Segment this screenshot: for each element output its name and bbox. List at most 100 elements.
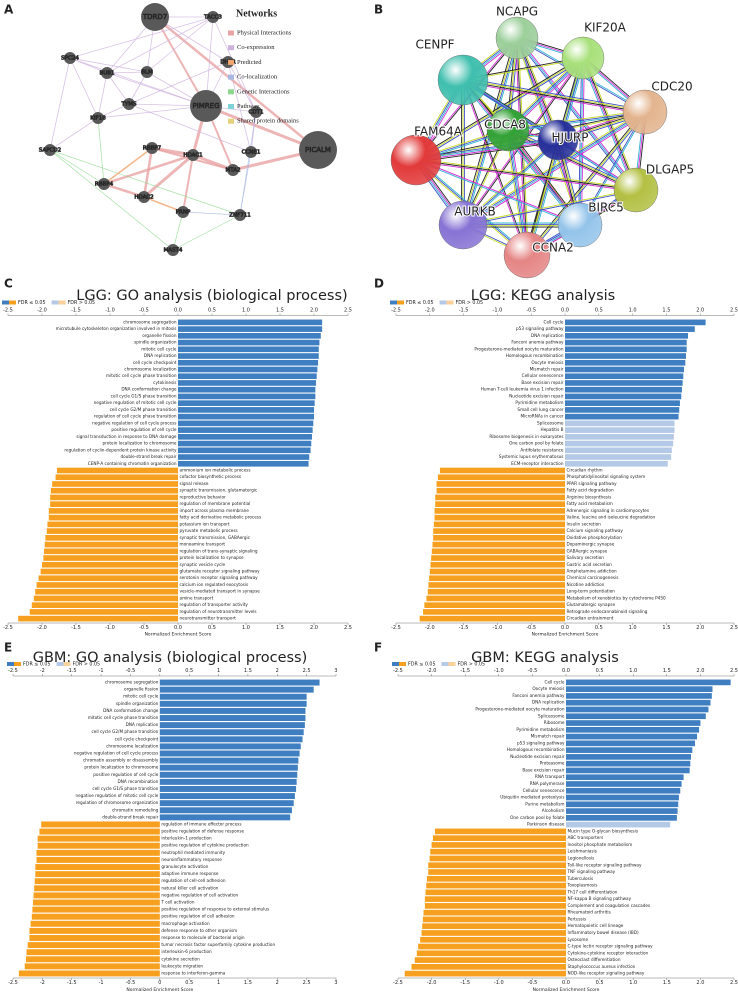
legend-swatch xyxy=(441,662,449,666)
bar-label: chromosome localization xyxy=(106,743,159,748)
network-node xyxy=(141,3,169,31)
node-label: KIF18 xyxy=(90,116,106,122)
bar xyxy=(178,380,317,386)
x-tick-label: 2.5 xyxy=(730,625,738,631)
bar-label: NOD-like receptor signaling pathway xyxy=(568,971,645,976)
x-tick-label: 0.5 xyxy=(185,980,193,986)
network-edge xyxy=(182,154,194,213)
network-edge xyxy=(143,153,194,199)
network-edge xyxy=(106,16,214,74)
x-tick-label: 3 xyxy=(334,980,337,986)
bar-label: Retrograde endocannabinoid signaling xyxy=(567,609,648,614)
bar xyxy=(36,849,160,856)
network-node xyxy=(44,144,56,156)
bar xyxy=(566,808,678,814)
x-tick-label: 0 xyxy=(158,668,161,674)
legend-swatch xyxy=(58,300,66,305)
x-tick-label: 0.5 xyxy=(208,308,216,314)
network-edge xyxy=(128,71,148,105)
bar xyxy=(566,767,690,774)
bar xyxy=(36,856,160,863)
bar-label: calcium ion regulated exocytosis xyxy=(180,582,249,587)
bar-label: positive regulation of cell adhesion xyxy=(161,914,235,919)
network-edge xyxy=(461,81,579,227)
bar-label: ABC transporters xyxy=(568,835,604,840)
chart-title: GBM: KEGG analysis xyxy=(471,650,619,666)
bar xyxy=(420,936,566,943)
bar xyxy=(159,686,314,693)
bar-label: spindle organization xyxy=(134,340,177,345)
bar-label: DNA replication xyxy=(144,353,177,358)
bar-label: Inositol phosphate metabolism xyxy=(568,842,633,847)
node-label: CCNA2 xyxy=(532,241,574,255)
bar xyxy=(432,541,565,548)
network-edge xyxy=(69,57,99,119)
bar xyxy=(422,923,566,930)
bar-label: potassium ion transport xyxy=(180,521,230,526)
network-edge xyxy=(463,78,646,112)
bar-label: glutamate receptor signaling pathway xyxy=(180,569,261,574)
legend-swatch xyxy=(228,45,234,51)
bar-label: Homologous recombination xyxy=(507,747,565,752)
bar-label: CENP-A containing chromatin organization xyxy=(88,461,177,466)
bar xyxy=(34,885,160,892)
legend-swatch xyxy=(228,89,234,95)
network-edge xyxy=(415,56,583,160)
legend-label: Co-expression xyxy=(237,44,275,51)
x-tick-label: -1 xyxy=(99,668,104,674)
bar xyxy=(566,699,711,706)
bar-label: GABAergic synapse xyxy=(567,548,608,553)
x-tick-label: -0.5 xyxy=(526,308,536,314)
bar-label: cell cycle G1/S phase transition xyxy=(92,786,158,791)
network-edge xyxy=(462,80,645,114)
bar-label: Mucin type O-glycan biosynthesis xyxy=(568,828,639,833)
x-tick-label: -0.5 xyxy=(139,625,149,631)
x-tick-label: 1.5 xyxy=(244,668,252,674)
bar xyxy=(566,733,698,740)
bar xyxy=(178,454,310,460)
bar-label: positive regulation of cytokine producti… xyxy=(161,843,249,848)
bar xyxy=(159,778,297,785)
node-label: BLM xyxy=(141,70,153,76)
x-tick-label: 2.0 xyxy=(696,980,704,986)
bar-label: negative regulation of cell activation xyxy=(161,892,238,897)
bar-label: interleukin-6 production xyxy=(161,949,212,954)
bar-label: Cellular senescence xyxy=(522,373,564,378)
x-tick-label: 0.5 xyxy=(185,668,193,674)
bar-label: DNA replication xyxy=(531,333,564,338)
legend-label: Predicted xyxy=(237,59,262,66)
bar xyxy=(178,366,318,373)
bar-label: synaptic vesicle cycle xyxy=(180,562,226,567)
network-node xyxy=(622,89,668,135)
network-edge xyxy=(143,196,184,213)
x-tick-label: -1.5 xyxy=(71,625,81,631)
network-edge xyxy=(462,188,636,225)
bar xyxy=(159,750,300,757)
bar xyxy=(44,541,178,548)
network-node xyxy=(486,108,530,152)
bar xyxy=(178,447,311,454)
legend-title: Networks xyxy=(236,8,277,19)
x-tick-label: 1 xyxy=(217,980,220,986)
bar-label: Complement and coagulation cascades xyxy=(568,903,651,908)
x-tick-label: -2.0 xyxy=(37,625,47,631)
bar xyxy=(38,575,178,582)
node-label: DLGAP5 xyxy=(646,163,694,177)
bar-label: mitotic cell cycle phase transition xyxy=(88,715,159,720)
x-tick-label: 2.5 xyxy=(730,668,738,674)
bar xyxy=(159,800,294,807)
network-edge xyxy=(182,211,241,216)
bar xyxy=(159,693,307,700)
bar-label: negative regulation of mitotic cell cycl… xyxy=(94,400,177,405)
bar-label: Toxoplasmosis xyxy=(567,883,598,888)
legend-label: Physical Interactions xyxy=(237,29,292,36)
panel-label: D xyxy=(374,277,384,291)
bar xyxy=(434,828,566,835)
bar xyxy=(565,413,679,420)
bar xyxy=(159,814,291,821)
bar xyxy=(565,373,684,380)
x-tick-label: 1.0 xyxy=(629,668,637,674)
bar-label: DNA replication xyxy=(532,700,565,705)
x-tick-label: -2.5 xyxy=(3,308,13,314)
network-edge xyxy=(227,61,257,113)
